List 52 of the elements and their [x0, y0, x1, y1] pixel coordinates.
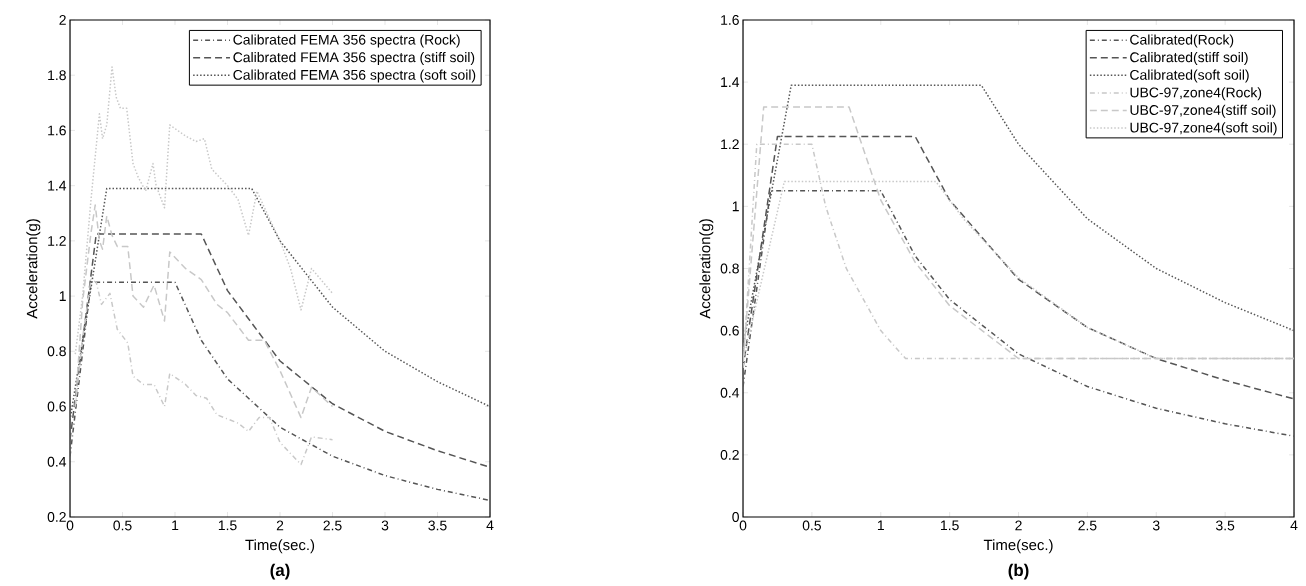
x-tick-label: 3.5 — [1215, 520, 1235, 531]
y-tick-label: 1 — [59, 291, 66, 301]
x-tick-label: 1.5 — [941, 520, 959, 531]
x-tick-label: 2 — [1015, 520, 1022, 531]
y-tick-label: 0.8 — [720, 263, 739, 274]
y-tick-label: 1.2 — [721, 139, 739, 150]
y-tick-label: 0.4 — [720, 387, 740, 398]
x-tick-label: 0 — [66, 520, 74, 531]
x-tick-label: 0 — [739, 520, 747, 531]
y-axis-title: Acceleration(g) — [699, 219, 714, 319]
x-axis-title: Time(sec.) — [983, 539, 1053, 554]
legend-label: Calibrated(soft soil) — [1130, 69, 1249, 83]
y-tick-label: 2 — [59, 15, 66, 25]
x-tick-label: 1 — [877, 520, 884, 531]
x-tick-label: 3 — [1152, 520, 1160, 531]
legend-label: UBC-97,zone4(stiff soil) — [1130, 104, 1276, 118]
legend-label: Calibrated FEMA 356 spectra (Rock) — [233, 34, 460, 48]
y-tick-label: 0.2 — [47, 512, 66, 522]
y-tick-label: 0.8 — [47, 346, 66, 357]
text: (b) — [1008, 563, 1029, 580]
y-tick-label: 1.6 — [721, 15, 739, 25]
y-tick-label: 1.8 — [48, 70, 66, 81]
y-tick-label: 0.2 — [720, 449, 739, 460]
legend-label: Calibrated FEMA 356 spectra (stiff soil) — [233, 51, 475, 65]
legend-label: UBC-97,zone4(Rock) — [1130, 87, 1262, 101]
x-tick-label: 0.5 — [802, 520, 821, 531]
legend-label: Calibrated(Rock) — [1130, 34, 1234, 48]
y-tick-label: 1.6 — [48, 125, 66, 136]
x-tick-label: 1 — [172, 520, 179, 531]
x-tick-label: 2.5 — [323, 520, 342, 531]
x-axis-title: Time(sec.) — [245, 539, 315, 554]
x-tick-label: 1.5 — [218, 520, 237, 531]
y-tick-label: 0.6 — [47, 401, 66, 412]
text: (a) — [270, 563, 290, 580]
x-tick-label: 3.5 — [428, 520, 447, 531]
x-tick-label: 2 — [276, 520, 284, 531]
legend-label: Calibrated FEMA 356 spectra (soft soil) — [233, 69, 476, 83]
y-tick-label: 1.4 — [48, 180, 67, 191]
x-tick-label: 2.5 — [1078, 520, 1097, 531]
y-axis-title: Acceleration(g) — [26, 219, 41, 319]
y-tick-label: 1 — [732, 201, 739, 212]
x-tick-label: 4 — [1290, 520, 1298, 531]
x-tick-label: 3 — [381, 520, 389, 531]
legend-label: Calibrated(stiff soil) — [1130, 51, 1248, 65]
x-tick-label: 0.5 — [113, 520, 132, 531]
x-tick-label: 4 — [486, 520, 494, 531]
y-tick-label: 0.6 — [720, 325, 739, 336]
y-tick-label: 1.4 — [721, 77, 740, 87]
y-tick-label: 0 — [732, 512, 739, 522]
y-tick-label: 1.2 — [48, 235, 66, 246]
y-tick-label: 0.4 — [47, 456, 67, 467]
legend-label: UBC-97,zone4(soft soil) — [1130, 122, 1277, 136]
